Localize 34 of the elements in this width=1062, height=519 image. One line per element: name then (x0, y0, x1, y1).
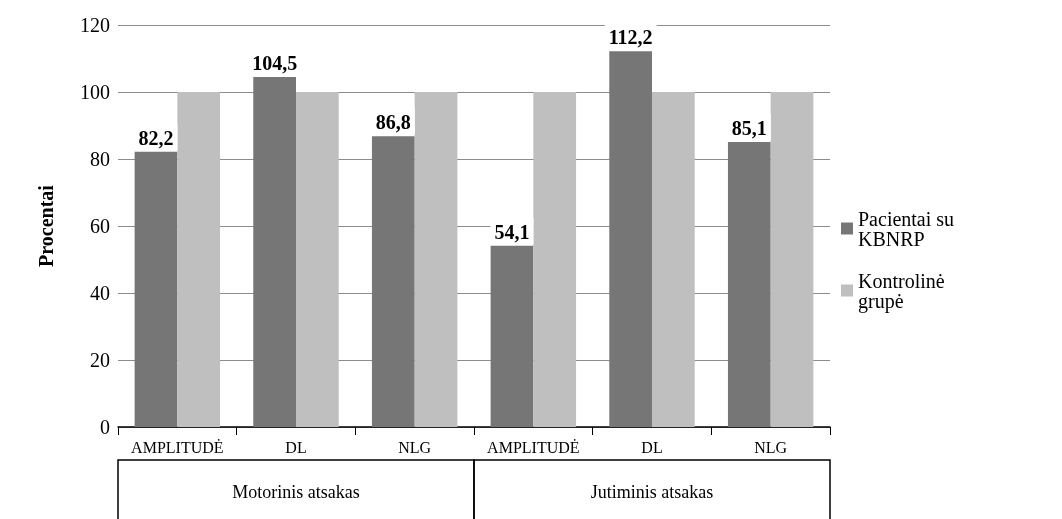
y-axis-title: Procentai (35, 184, 57, 267)
y-tick-label: 120 (80, 14, 110, 36)
y-tick-label: 100 (80, 81, 110, 103)
bar (134, 151, 178, 427)
y-tick-label: 0 (100, 416, 110, 438)
data-label: 54,1 (494, 220, 530, 243)
x-tick-label: NLG (754, 438, 788, 456)
bar (652, 92, 695, 427)
bar (177, 92, 221, 427)
x-tick-label: AMPLITUDĖ (487, 438, 580, 456)
x-tick-label: AMPLITUDĖ (131, 438, 224, 456)
y-tick-label: 40 (90, 282, 110, 304)
bar (609, 51, 652, 427)
text: Jutiminis atsakas (590, 482, 714, 502)
data-label: 82,2 (138, 126, 174, 149)
data-label: 85,1 (731, 116, 767, 139)
data-label: 104,5 (252, 51, 298, 74)
y-tick-label: 20 (90, 349, 110, 371)
bar (414, 92, 458, 427)
legend-label: Kontrolinė grupė (858, 269, 950, 313)
y-tick-label: 60 (90, 215, 110, 237)
legend-label: Pacientai su KBNRP (858, 207, 960, 250)
y-tick-label: 80 (90, 148, 110, 170)
bar (770, 92, 814, 427)
data-label: 86,8 (375, 111, 411, 134)
text: Motorinis atsakas (232, 482, 360, 502)
x-tick-label: DL (285, 438, 307, 456)
bar (727, 141, 771, 427)
bar (296, 92, 339, 427)
bar (533, 92, 577, 427)
bar (371, 136, 415, 427)
x-tick-label: DL (641, 438, 663, 456)
x-tick-label: NLG (398, 438, 432, 456)
data-label: 112,2 (608, 26, 653, 49)
